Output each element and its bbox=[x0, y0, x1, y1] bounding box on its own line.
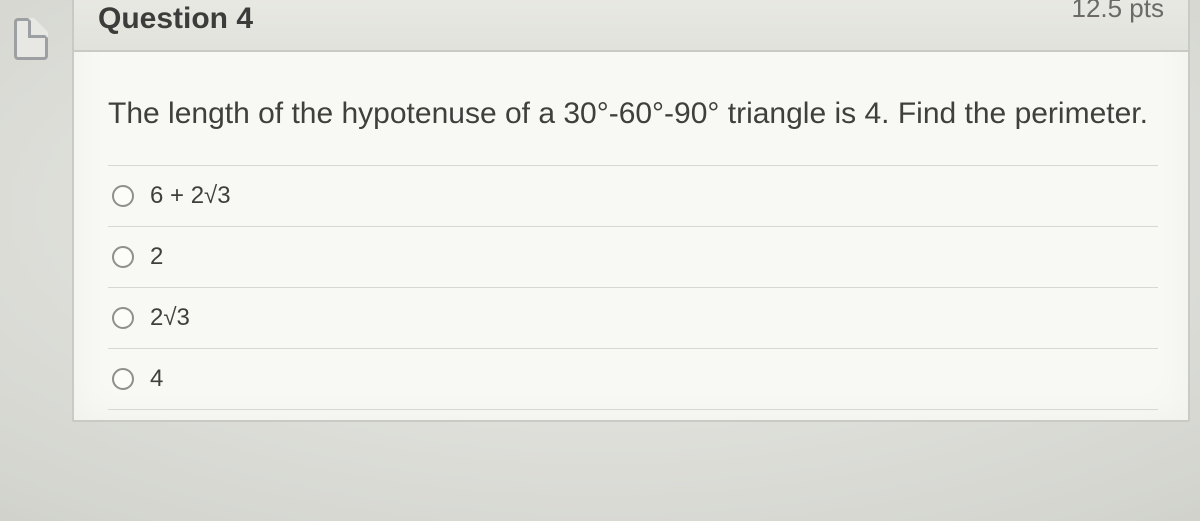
option-label: 4 bbox=[150, 365, 163, 393]
question-points: 12.5 pts bbox=[1071, 0, 1164, 24]
radio-icon[interactable] bbox=[112, 307, 134, 329]
option-row[interactable]: 4 bbox=[108, 348, 1158, 410]
option-label: 6 + 2√3 bbox=[150, 182, 231, 210]
radio-icon[interactable] bbox=[112, 246, 134, 268]
question-header: Question 4 12.5 pts bbox=[74, 0, 1188, 52]
option-label: 2 bbox=[150, 243, 163, 271]
options-list: 6 + 2√3 2 2√3 4 bbox=[108, 165, 1158, 410]
question-number: Question 4 bbox=[98, 2, 253, 36]
option-row[interactable]: 2√3 bbox=[108, 287, 1158, 348]
question-prompt: The length of the hypotenuse of a 30°-60… bbox=[108, 88, 1158, 139]
page-outline-icon bbox=[14, 18, 48, 60]
option-row[interactable]: 2 bbox=[108, 226, 1158, 287]
radio-icon[interactable] bbox=[112, 185, 134, 207]
option-label: 2√3 bbox=[150, 304, 190, 332]
option-row[interactable]: 6 + 2√3 bbox=[108, 165, 1158, 226]
question-body: The length of the hypotenuse of a 30°-60… bbox=[74, 52, 1188, 420]
radio-icon[interactable] bbox=[112, 368, 134, 390]
question-card: Question 4 12.5 pts The length of the hy… bbox=[72, 0, 1190, 422]
